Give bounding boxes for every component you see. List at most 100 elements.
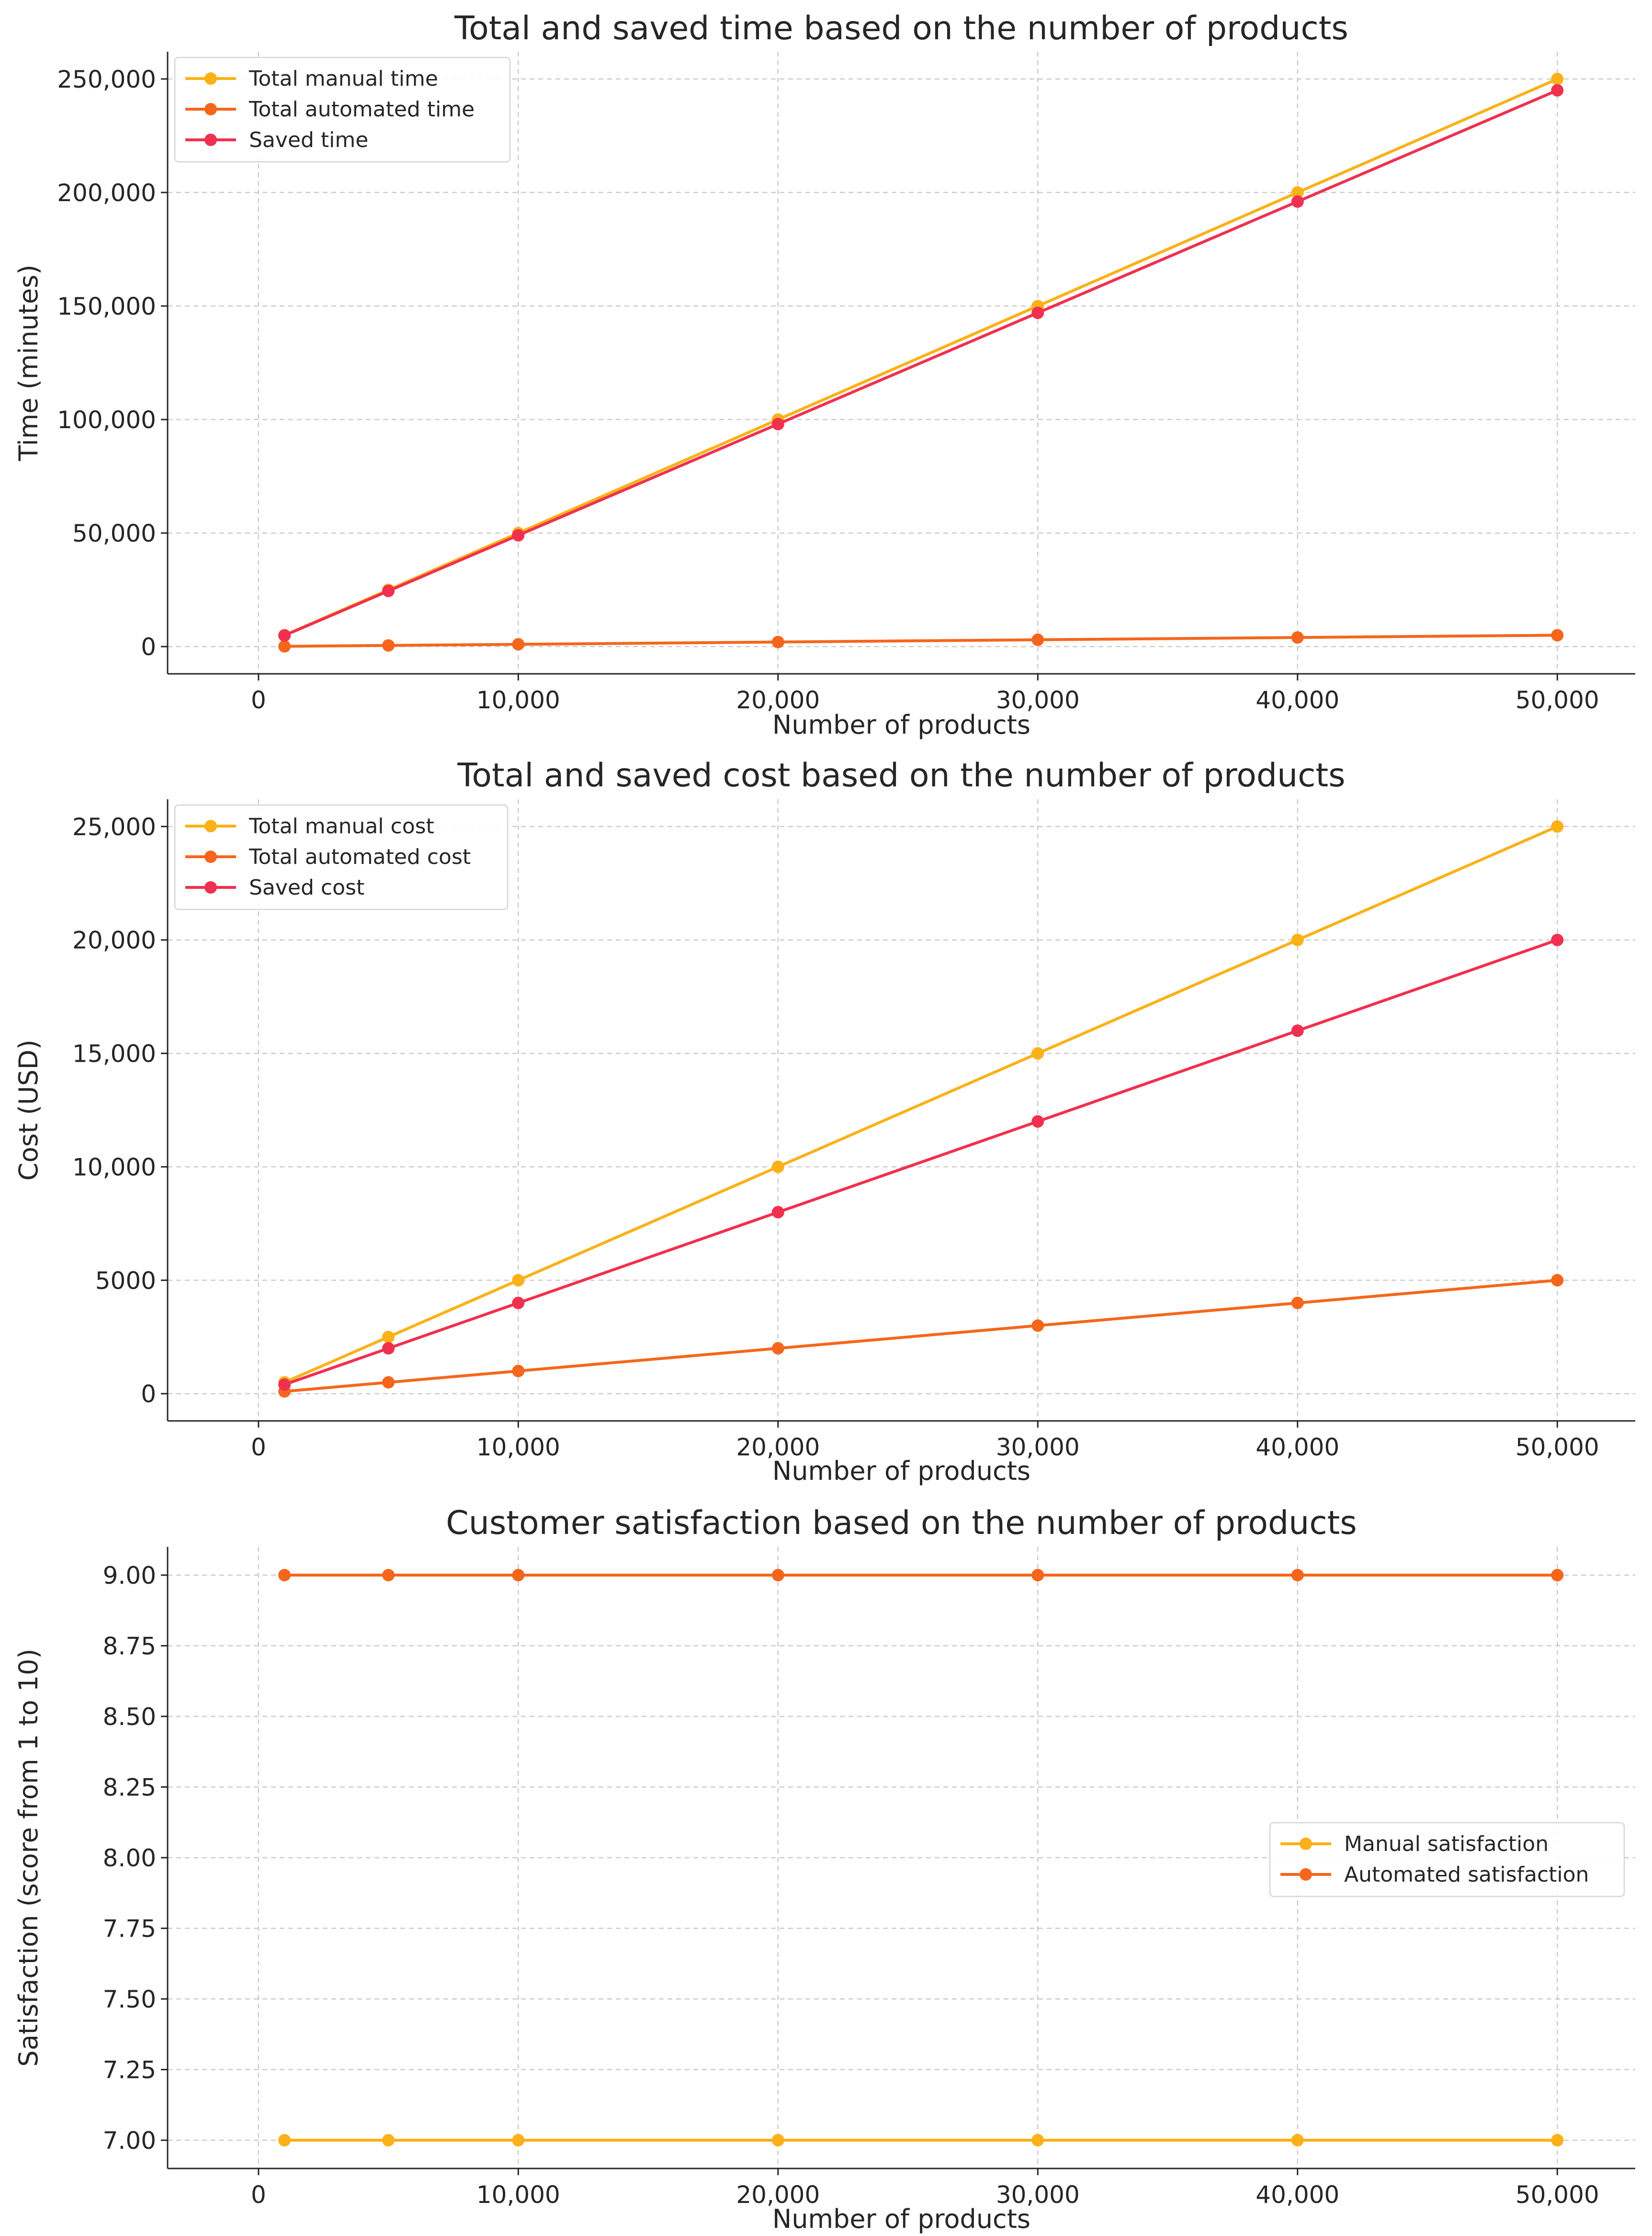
- y-tick-label: 25,000: [72, 813, 156, 841]
- y-tick-label: 8.00: [103, 1844, 156, 1872]
- legend-box: [174, 804, 509, 910]
- legend-label: Total automated cost: [249, 845, 471, 869]
- series-line: [284, 1279, 1558, 1393]
- x-tick-label: 20,000: [736, 686, 820, 714]
- x-tick-label: 10,000: [476, 686, 560, 714]
- x-tick-label: 20,000: [736, 2181, 820, 2209]
- data-point: [382, 1376, 395, 1389]
- data-point: [1291, 1024, 1304, 1037]
- y-tick-label: 8.75: [103, 1633, 156, 1660]
- data-point: [512, 1569, 525, 1581]
- data-point: [382, 2134, 395, 2146]
- data-point: [1551, 1569, 1564, 1581]
- data-point: [278, 640, 291, 653]
- x-tick-label: 50,000: [1516, 1433, 1599, 1461]
- legend-marker: [204, 820, 217, 832]
- y-tick-label: 7.25: [103, 2056, 156, 2084]
- y-tick-label: 150,000: [57, 293, 156, 320]
- legend: Manual satisfaction Automated satisfactio…: [1269, 1822, 1625, 1897]
- data-point: [1291, 1296, 1304, 1309]
- x-axis-label: Number of products: [772, 2204, 1030, 2234]
- x-tick-label: 30,000: [996, 686, 1080, 714]
- data-point: [1031, 633, 1044, 646]
- data-point: [1551, 629, 1564, 642]
- data-point: [278, 2134, 291, 2146]
- data-point: [771, 636, 784, 648]
- data-point: [512, 529, 525, 542]
- legend-label: Saved cost: [249, 875, 364, 900]
- x-tick-label: 40,000: [1256, 1433, 1339, 1461]
- data-point: [771, 1569, 784, 1581]
- legend-marker: [204, 881, 217, 894]
- x-tick-label: 0: [251, 686, 266, 714]
- y-tick-label: 8.25: [103, 1774, 156, 1802]
- data-point: [1291, 1569, 1304, 1581]
- x-tick-label: 0: [251, 2181, 266, 2209]
- chart-title: Total and saved time based on the number…: [454, 10, 1348, 47]
- chart-title: Customer satisfaction based on the numbe…: [446, 1504, 1357, 1542]
- x-axis-label: Number of products: [772, 1456, 1030, 1486]
- series-3: [278, 84, 1564, 642]
- data-point: [382, 1569, 395, 1581]
- data-point: [382, 639, 395, 652]
- data-point: [382, 1330, 395, 1343]
- y-tick-label: 50,000: [72, 520, 156, 547]
- chart-3: 0 10,000 20,000 30,000 40,000 50,000 7.00 7.25 7…: [13, 1504, 1635, 2234]
- legend-marker: [1300, 1838, 1312, 1850]
- x-tick-label: 20,000: [736, 1433, 820, 1461]
- data-point: [512, 1364, 525, 1377]
- x-tick-label: 40,000: [1256, 686, 1339, 714]
- data-point: [512, 638, 525, 651]
- series-2: [278, 629, 1564, 653]
- data-point: [771, 1342, 784, 1355]
- x-tick-label: 40,000: [1256, 2181, 1339, 2209]
- y-tick-label: 7.50: [103, 1986, 156, 2013]
- data-point: [512, 2134, 525, 2146]
- data-point: [512, 1296, 525, 1309]
- y-tick-label: 20,000: [72, 927, 156, 954]
- data-point: [1291, 2134, 1304, 2146]
- series-3: [278, 933, 1564, 1391]
- x-tick-label: 30,000: [996, 2181, 1080, 2209]
- legend-box: [174, 57, 511, 163]
- legend: Total manual cost Total automated cost Sav…: [174, 804, 509, 910]
- x-tick-label: 50,000: [1516, 2181, 1599, 2209]
- data-point: [382, 1342, 395, 1355]
- data-point: [1551, 72, 1564, 85]
- y-tick-label: 250,000: [57, 66, 156, 93]
- data-point: [1291, 631, 1304, 644]
- data-point: [1551, 84, 1564, 97]
- data-point: [1291, 933, 1304, 946]
- chart-2: 0 10,000 20,000 30,000 40,000 50,000 0 5000 10,0…: [13, 757, 1635, 1486]
- data-point: [1551, 1274, 1564, 1287]
- x-tick-label: 50,000: [1516, 686, 1599, 714]
- legend-label: Automated satisfaction: [1344, 1862, 1589, 1887]
- data-point: [1551, 2134, 1564, 2146]
- series-2: [278, 1569, 1564, 1581]
- legend-label: Saved time: [249, 128, 368, 152]
- data-point: [1031, 1569, 1044, 1581]
- y-tick-label: 10,000: [72, 1153, 156, 1181]
- series-1: [278, 820, 1564, 1389]
- data-point: [771, 2134, 784, 2146]
- y-tick-label: 8.50: [103, 1703, 156, 1731]
- legend-label: Total manual time: [249, 67, 438, 91]
- data-point: [771, 1206, 784, 1219]
- y-tick-label: 5000: [95, 1267, 156, 1294]
- data-point: [1551, 933, 1564, 946]
- y-axis-label: Time (minutes): [13, 264, 44, 461]
- series-line: [284, 938, 1558, 1386]
- series-2: [278, 1274, 1564, 1398]
- x-axis-label: Number of products: [772, 710, 1030, 740]
- x-tick-label: 10,000: [476, 1433, 560, 1461]
- y-tick-label: 0: [141, 1380, 156, 1408]
- y-tick-label: 9.00: [103, 1562, 156, 1589]
- legend-label: Total automated time: [249, 97, 475, 122]
- chart-title: Total and saved cost based on the number…: [457, 757, 1345, 795]
- series-1: [278, 2134, 1564, 2146]
- legend-label: Manual satisfaction: [1344, 1832, 1549, 1856]
- data-point: [1291, 195, 1304, 208]
- data-point: [771, 1160, 784, 1173]
- y-axis-label: Cost (USD): [13, 1040, 44, 1181]
